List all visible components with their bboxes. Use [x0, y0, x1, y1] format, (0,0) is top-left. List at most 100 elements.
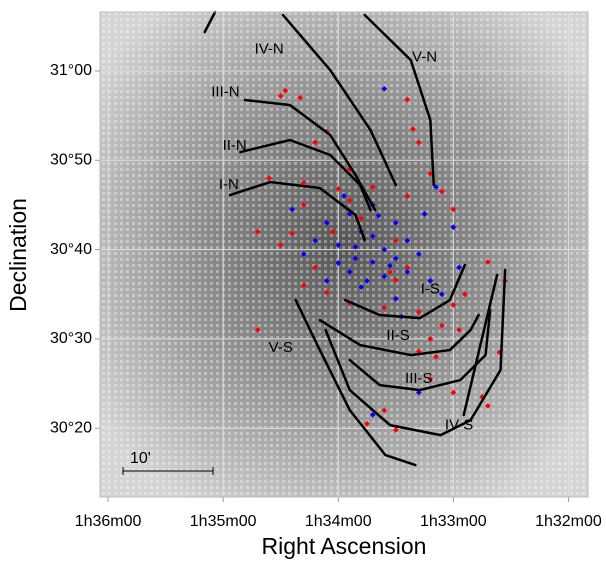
star-point: [421, 211, 428, 217]
y-axis-title: Declination: [5, 198, 31, 312]
star-point: [312, 139, 319, 146]
star-point: [415, 251, 422, 257]
star-point: [375, 212, 382, 219]
arm-label: I-N: [219, 176, 239, 193]
star-point: [456, 327, 462, 333]
arm-label: II-N: [223, 137, 247, 154]
star-point: [300, 282, 307, 289]
star-point: [392, 427, 399, 433]
star-point: [352, 255, 359, 262]
stellar-texture: [100, 12, 588, 497]
star-point: [329, 228, 336, 235]
spiral-arm: [239, 138, 372, 212]
x-tick-label: 1h35m00: [190, 513, 257, 530]
star-point: [335, 186, 342, 192]
star-point: [282, 87, 289, 94]
y-tick-label: 30°30: [50, 330, 92, 347]
plot-frame: [99, 11, 589, 498]
star-point: [323, 219, 330, 226]
spiral-arm: [318, 313, 480, 357]
star-point: [341, 193, 347, 199]
star-point: [289, 206, 296, 213]
star-point: [433, 353, 439, 360]
scale-bar-label: 10': [130, 450, 151, 467]
star-point: [404, 237, 411, 244]
star-point: [427, 376, 434, 382]
star-point: [277, 242, 284, 248]
star-point: [450, 206, 457, 213]
arm-label: IV-N: [255, 40, 284, 57]
star-point: [387, 262, 393, 269]
y-tick-label: 30°20: [50, 419, 92, 436]
y-tick-label: 30°40: [50, 241, 92, 258]
star-point: [404, 193, 411, 199]
star-point: [439, 322, 445, 329]
star-point: [289, 230, 296, 237]
x-axis-title: Right Ascension: [262, 533, 427, 559]
star-point: [415, 309, 422, 315]
arm-label: I-S: [421, 281, 440, 298]
star-point: [381, 407, 388, 414]
spiral-arm: [348, 308, 492, 392]
star-point: [312, 264, 319, 271]
star-point: [335, 242, 342, 248]
star-point: [450, 302, 457, 308]
star-point: [392, 295, 399, 302]
spiral-arm: [203, 10, 398, 187]
star-point: [387, 269, 393, 275]
star-point: [410, 126, 416, 132]
spiral-arm: [363, 13, 436, 187]
star-point: [277, 93, 284, 99]
spiral-arm: [343, 263, 467, 320]
star-point: [392, 237, 399, 244]
star-point: [450, 389, 457, 396]
arm-label: III-S: [405, 370, 433, 387]
x-tick-label: 1h33m00: [420, 513, 487, 530]
spiral-arm: [228, 180, 366, 242]
star-point: [381, 304, 388, 311]
x-tick-label: 1h36m00: [75, 513, 142, 530]
star-point: [427, 278, 434, 284]
star-point: [358, 215, 365, 222]
arm-label: IV-S: [445, 417, 473, 434]
arm-label: II-S: [386, 327, 409, 344]
x-tick-label: 1h32m00: [535, 513, 602, 530]
star-point: [427, 170, 434, 177]
star-point: [381, 273, 388, 280]
star-point: [364, 278, 370, 284]
arm-label: V-N: [412, 49, 437, 66]
star-point: [404, 264, 411, 271]
star-point: [485, 259, 491, 265]
star-point: [300, 179, 307, 186]
star-point: [369, 233, 376, 240]
star-point: [300, 202, 307, 208]
star-point: [254, 327, 261, 333]
star-point: [450, 224, 457, 231]
star-point: [323, 278, 330, 284]
y-tick-label: 31°00: [50, 62, 92, 79]
star-point: [369, 184, 376, 190]
star-point: [427, 336, 434, 342]
star-point: [369, 411, 376, 418]
star-point: [485, 403, 491, 409]
star-point: [439, 188, 445, 195]
star-point: [415, 139, 422, 146]
star-point: [369, 259, 376, 265]
star-point: [346, 197, 353, 204]
star-point: [392, 255, 399, 262]
star-point: [404, 96, 411, 103]
star-point: [300, 251, 307, 257]
star-point: [312, 237, 319, 244]
star-point: [404, 269, 411, 275]
star-point: [297, 94, 304, 101]
star-point: [439, 291, 445, 298]
star-point: [352, 244, 359, 250]
arm-label: III-N: [211, 83, 239, 100]
star-point: [456, 264, 462, 271]
spiral-arm: [324, 268, 507, 437]
star-point: [392, 277, 399, 283]
star-point: [364, 420, 370, 427]
star-point: [462, 291, 468, 298]
star-point: [358, 284, 365, 290]
